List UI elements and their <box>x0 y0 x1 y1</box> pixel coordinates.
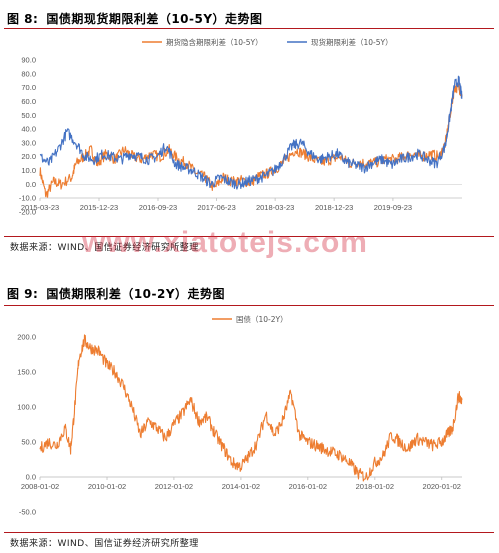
y-tick-label: 70.0 <box>21 83 36 92</box>
y-tick-label: -50.0 <box>19 508 36 517</box>
figure-8-title: 图 8: 国债期现货期限利差（10-5Y）走势图 <box>7 10 263 27</box>
figure-9-source: 数据来源：WIND、国信证券经济研究所整理 <box>10 539 199 549</box>
figure-8-number: 图 8: <box>7 12 39 26</box>
figure-8-bottom-rule <box>4 236 494 237</box>
y-tick-label: 50.0 <box>21 438 36 447</box>
x-tick-label: 2012-01-02 <box>155 482 193 491</box>
x-tick-label: 2018-03-23 <box>256 203 294 212</box>
figure-9-bottom-rule <box>4 532 494 533</box>
figure-9-title-text: 国债期限利差（10-2Y）走势图 <box>46 287 226 301</box>
x-tick-label: 2019-09-23 <box>374 203 412 212</box>
series-line-1 <box>39 334 463 482</box>
figure-9-title: 图 9: 国债期限利差（10-2Y）走势图 <box>7 285 225 302</box>
y-tick-label: 100.0 <box>17 403 36 412</box>
y-tick-label: 90.0 <box>21 56 36 65</box>
y-tick-label: -20.0 <box>19 208 36 217</box>
legend-label: 国债（10-2Y） <box>236 314 288 324</box>
y-tick-label: 200.0 <box>17 333 36 342</box>
chart-term-spread-10-5y: -20.0 -10.0 0.0 10.0 20.0 30.0 40.0 50.0 60.0 70.… <box>19 37 463 217</box>
figure-9-rule <box>4 305 494 306</box>
x-tick-label: 2018-01-02 <box>356 482 394 491</box>
y-tick-label: 50.0 <box>21 111 36 120</box>
y-tick-label: -10.0 <box>19 194 36 203</box>
y-tick-label: 10.0 <box>21 166 36 175</box>
y-tick-label: 60.0 <box>21 97 36 106</box>
legend-label: 现货期限利差（10-5Y） <box>311 37 393 47</box>
x-tick-label: 2015-12-23 <box>80 203 118 212</box>
y-tick-label: 0.0 <box>26 180 36 189</box>
x-tick-label: 2014-01-02 <box>222 482 260 491</box>
y-tick-label: 20.0 <box>21 152 36 161</box>
x-tick-label: 2016-01-02 <box>289 482 327 491</box>
series-line-2 <box>39 75 463 190</box>
y-tick-label: 0.0 <box>26 473 36 482</box>
y-tick-label: 80.0 <box>21 69 36 78</box>
figure-9-number: 图 9: <box>7 287 39 301</box>
x-tick-label: 2017-06-23 <box>197 203 235 212</box>
legend-label: 期货隐含期限利差（10-5Y） <box>166 37 263 47</box>
x-tick-label: 2016-09-23 <box>139 203 177 212</box>
y-tick-label: 40.0 <box>21 125 36 134</box>
figure-8-title-text: 国债期现货期限利差（10-5Y）走势图 <box>46 12 263 26</box>
x-tick-label: 2015-03-23 <box>21 203 59 212</box>
x-tick-label: 2008-01-02 <box>21 482 59 491</box>
y-tick-label: 30.0 <box>21 138 36 147</box>
x-tick-label: 2010-01-02 <box>88 482 126 491</box>
figure-8-source: 数据来源：WIND、国信证券经济研究所整理 <box>10 243 199 253</box>
watermark-text: www.xiatotejs.com <box>82 226 368 259</box>
y-tick-label: 150.0 <box>17 368 36 377</box>
figure-8-rule <box>4 28 494 29</box>
x-tick-label: 2018-12-23 <box>315 203 353 212</box>
x-tick-label: 2020-01-02 <box>423 482 461 491</box>
